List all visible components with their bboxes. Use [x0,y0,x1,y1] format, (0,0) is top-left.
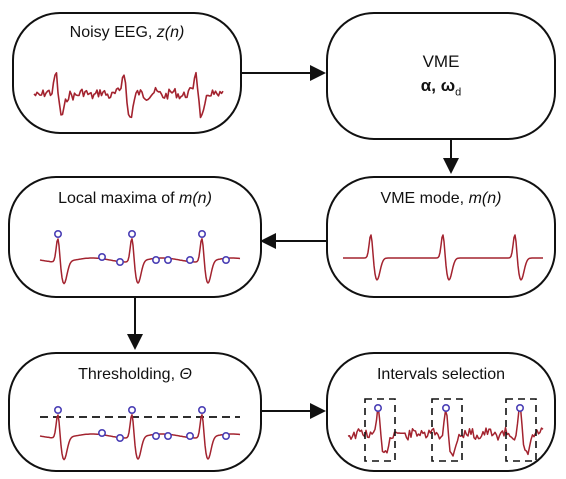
noisy-eeg-signal [33,71,224,119]
node-title-var: m(n) [468,190,502,207]
node-title-var: Θ [179,366,192,383]
local-maxima-signal [39,230,241,285]
node-title: Intervals selection [376,366,506,383]
node-title: Noisy EEG, z(n) [69,24,185,41]
node-title: VME mode, m(n) [380,190,502,207]
node-local-maxima: Local maxima of m(n) [8,176,262,298]
local-maximum-marker [222,255,231,264]
local-maximum-marker [54,230,63,239]
local-maximum-marker [164,255,173,264]
local-maximum-marker [152,431,161,440]
node-title: VME [422,52,460,71]
node-title-var: z(n) [156,24,185,41]
node-title: Thresholding, Θ [78,366,192,383]
local-maximum-marker [198,406,207,415]
node-vme: VME α, ωd [326,12,556,140]
local-maximum-marker [128,406,137,415]
interval-box-2 [431,398,463,462]
local-maximum-marker [152,255,161,264]
intervals-signal [347,398,544,462]
node-vme-mode: VME mode, m(n) [326,176,556,298]
local-maximum-marker [128,230,137,239]
local-maximum-marker [116,257,125,266]
local-maximum-marker [54,406,63,415]
local-maximum-marker [373,404,382,413]
node-title-var: m(n) [179,190,212,207]
node-noisy-eeg: Noisy EEG, z(n) [12,12,242,134]
local-maximum-marker [97,252,106,261]
thresholding-signal [39,406,241,461]
local-maximum-marker [97,428,106,437]
local-maximum-marker [186,255,195,264]
interval-box-1 [364,398,396,462]
local-maximum-marker [198,230,207,239]
local-maximum-marker [186,431,195,440]
local-maximum-marker [222,431,231,440]
node-thresholding: Thresholding, Θ [8,352,262,472]
local-maximum-marker [516,404,525,413]
vme-parameters: α, ωd [420,76,462,99]
local-maximum-marker [116,433,125,442]
interval-box-3 [505,398,537,462]
local-maximum-marker [442,404,451,413]
node-title: Local maxima of m(n) [58,190,212,207]
local-maximum-marker [164,431,173,440]
node-intervals-selection: Intervals selection [326,352,556,472]
vme-mode-signal [343,234,543,281]
